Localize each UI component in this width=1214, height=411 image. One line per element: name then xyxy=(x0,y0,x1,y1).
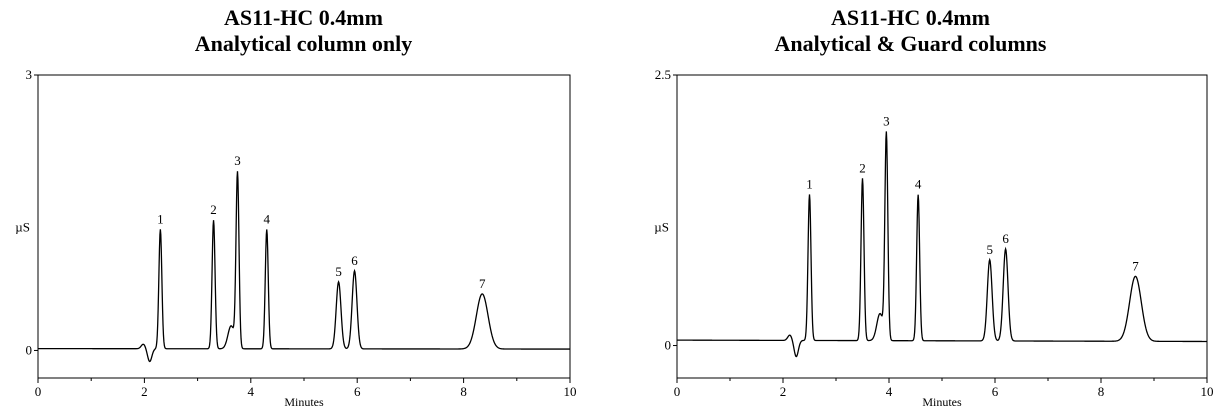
y-tick-label: 0 xyxy=(665,338,672,353)
chart-subtitle: Analytical column only xyxy=(194,31,413,56)
peak-label: 4 xyxy=(264,211,271,226)
x-axis-label: Minutes xyxy=(284,395,324,409)
y-tick-label: 0 xyxy=(26,342,33,357)
x-tick-label: 4 xyxy=(248,384,255,399)
chromatogram-trace xyxy=(38,171,570,363)
peak-label: 5 xyxy=(986,242,993,257)
peak-label: 6 xyxy=(1002,231,1009,246)
x-tick-label: 2 xyxy=(141,384,148,399)
x-axis-label: Minutes xyxy=(922,395,962,409)
peak-label: 5 xyxy=(335,264,342,279)
y-axis-label: µS xyxy=(654,220,669,235)
peak-label: 6 xyxy=(351,253,358,268)
peak-label: 2 xyxy=(859,160,866,175)
chart-subtitle: Analytical & Guard columns xyxy=(774,31,1047,56)
x-tick-label: 0 xyxy=(35,384,42,399)
x-tick-label: 6 xyxy=(992,384,999,399)
x-tick-label: 6 xyxy=(354,384,361,399)
peak-label: 7 xyxy=(479,276,486,291)
x-tick-label: 8 xyxy=(460,384,467,399)
chart-title: AS11-HC 0.4mm xyxy=(224,5,383,30)
x-tick-label: 0 xyxy=(674,384,681,399)
chart-panel-left: AS11-HC 0.4mm Analytical column only 0 2 4… xyxy=(15,5,577,410)
chart-panel-right: AS11-HC 0.4mm Analytical & Guard columns… xyxy=(607,0,1214,411)
chromatogram-trace xyxy=(677,131,1207,358)
x-tick-label: 8 xyxy=(1098,384,1105,399)
peak-label: 7 xyxy=(1132,258,1139,273)
y-tick-label: 3 xyxy=(26,67,33,82)
x-tick-label: 10 xyxy=(564,384,577,399)
peak-label: 2 xyxy=(210,202,217,217)
x-tick-label: 10 xyxy=(1201,384,1214,399)
y-axis-label: µS xyxy=(15,220,30,235)
peak-label: 1 xyxy=(806,176,813,191)
peak-label: 3 xyxy=(883,113,890,128)
peak-label: 1 xyxy=(157,211,164,226)
chart-title: AS11-HC 0.4mm xyxy=(831,5,990,30)
plot-frame xyxy=(37,74,571,379)
peak-label: 4 xyxy=(915,177,922,192)
y-tick-label: 2.5 xyxy=(655,67,671,82)
x-tick-label: 2 xyxy=(780,384,787,399)
plot-frame xyxy=(676,74,1208,379)
x-tick-label: 4 xyxy=(886,384,893,399)
peak-label: 3 xyxy=(234,153,241,168)
